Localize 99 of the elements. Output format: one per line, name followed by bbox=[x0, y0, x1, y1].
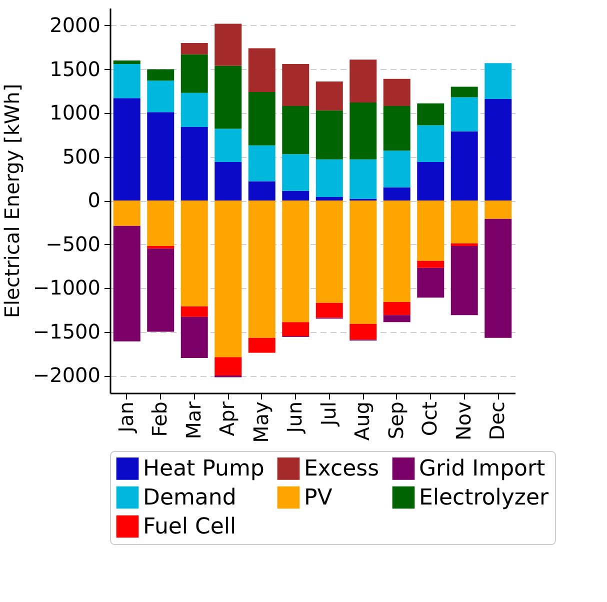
bar bbox=[417, 103, 444, 126]
y-tick-label: 2000 bbox=[50, 13, 100, 37]
bar bbox=[147, 200, 174, 246]
bar bbox=[484, 200, 512, 219]
y-tick-label: −500 bbox=[46, 232, 100, 256]
bar bbox=[214, 128, 242, 162]
bar bbox=[180, 127, 208, 200]
x-tick-label: May bbox=[248, 401, 273, 443]
bar bbox=[350, 60, 377, 102]
bar bbox=[113, 226, 140, 342]
bar bbox=[113, 64, 140, 98]
x-tick-label: Oct bbox=[418, 401, 442, 436]
bar bbox=[282, 154, 310, 191]
bar bbox=[248, 145, 276, 182]
bar bbox=[417, 125, 444, 162]
bar bbox=[180, 43, 208, 54]
bar bbox=[214, 24, 242, 66]
bar bbox=[316, 159, 343, 197]
bar bbox=[383, 302, 410, 316]
bar bbox=[214, 66, 242, 129]
bar bbox=[180, 306, 208, 317]
x-tick-label: Feb bbox=[148, 402, 172, 437]
y-tick-label: 1000 bbox=[50, 100, 100, 124]
bar bbox=[417, 268, 444, 298]
y-axis-title: Electrical Energy [kWh] bbox=[0, 84, 24, 318]
bar bbox=[113, 60, 140, 64]
bar bbox=[450, 246, 478, 316]
bar bbox=[450, 243, 478, 246]
bar bbox=[248, 92, 276, 146]
bar bbox=[248, 181, 276, 200]
bar bbox=[248, 48, 276, 92]
bar bbox=[147, 80, 174, 112]
legend-label: Excess bbox=[304, 456, 380, 482]
bar bbox=[484, 99, 512, 200]
bar bbox=[350, 324, 377, 340]
bar bbox=[282, 106, 310, 154]
bar bbox=[350, 159, 377, 199]
bar bbox=[350, 102, 377, 160]
bar bbox=[316, 200, 343, 303]
bar bbox=[450, 131, 478, 200]
x-tick-label: Jul bbox=[316, 402, 340, 428]
y-tick-label: 500 bbox=[62, 144, 100, 168]
bar bbox=[248, 338, 276, 353]
bar bbox=[113, 200, 140, 226]
bar bbox=[147, 248, 174, 332]
bar bbox=[147, 69, 174, 81]
bar bbox=[282, 322, 310, 336]
bar bbox=[484, 63, 512, 99]
bar bbox=[180, 92, 208, 127]
bar bbox=[282, 190, 310, 200]
bar bbox=[147, 246, 174, 249]
bar bbox=[383, 315, 410, 322]
bar bbox=[316, 110, 343, 160]
y-tick-label: 1500 bbox=[50, 56, 100, 81]
y-tick-label: −1000 bbox=[32, 276, 100, 300]
legend-label: Heat Pump bbox=[143, 456, 264, 482]
x-tick-label: Dec bbox=[485, 402, 510, 440]
bar bbox=[180, 200, 208, 306]
bar bbox=[350, 200, 377, 324]
legend-label: Demand bbox=[143, 486, 236, 510]
bar bbox=[383, 106, 410, 151]
x-tick-label: Mar bbox=[181, 400, 206, 440]
bar bbox=[316, 197, 343, 200]
bar bbox=[180, 54, 208, 93]
bar bbox=[383, 150, 410, 188]
bar bbox=[417, 260, 444, 268]
legend-label: Fuel Cell bbox=[143, 514, 236, 540]
bar bbox=[417, 162, 444, 200]
bar bbox=[214, 200, 242, 358]
bar bbox=[180, 316, 208, 358]
x-tick-label: Jan bbox=[114, 402, 138, 434]
bar bbox=[113, 98, 140, 200]
bar bbox=[450, 97, 478, 132]
y-tick-label: 0 bbox=[88, 188, 100, 212]
legend-label: Grid Import bbox=[419, 456, 546, 482]
x-tick-label: Nov bbox=[451, 401, 476, 441]
x-tick-label: Sep bbox=[384, 402, 408, 440]
bar bbox=[417, 200, 444, 261]
bar bbox=[214, 162, 242, 200]
bar bbox=[383, 187, 410, 200]
legend-label: PV bbox=[304, 486, 332, 510]
y-tick-label: −2000 bbox=[32, 363, 100, 387]
y-tick-label: −1500 bbox=[32, 319, 100, 344]
bar bbox=[450, 200, 478, 244]
bar bbox=[147, 112, 174, 200]
bar bbox=[383, 200, 410, 302]
legend-label: Electrolyzer bbox=[419, 486, 550, 510]
x-tick-label: Aug bbox=[350, 402, 374, 441]
bar bbox=[383, 78, 410, 106]
x-tick-label: Apr bbox=[215, 400, 240, 436]
bar bbox=[282, 64, 310, 106]
bar bbox=[484, 218, 512, 338]
bar bbox=[248, 200, 276, 338]
bar bbox=[316, 302, 343, 318]
x-tick-label: Jun bbox=[282, 402, 307, 435]
bar bbox=[214, 357, 242, 376]
bar bbox=[450, 86, 478, 98]
bar bbox=[316, 82, 343, 110]
bar bbox=[282, 200, 310, 322]
